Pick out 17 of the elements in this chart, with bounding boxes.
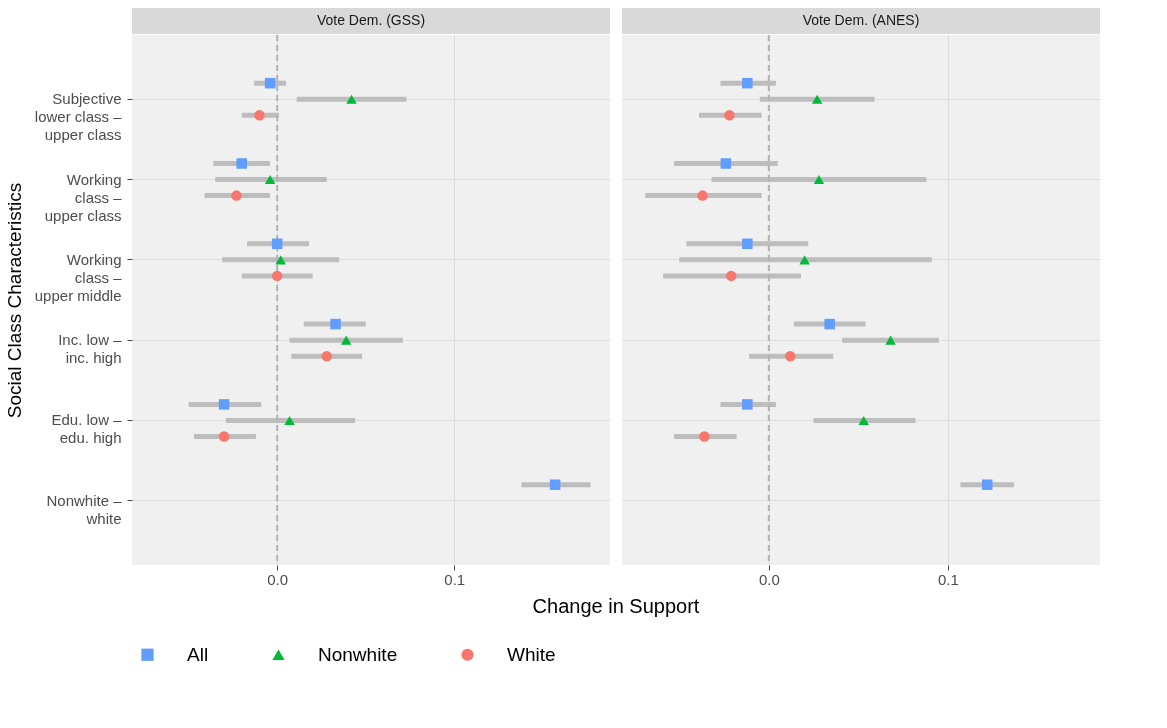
chart-title: Vote Dem. (ANES) — [802, 12, 920, 28]
y-axis-title: Social Class Characteristics — [3, 182, 25, 419]
legend-label: All — [187, 643, 209, 665]
y-tick-label: Subjective lower class – upper class — [34, 90, 123, 144]
chart-title: Vote Dem. (GSS) — [316, 12, 426, 28]
y-tick-label: Working class – upper middle — [34, 250, 123, 304]
y-tick-label: Inc. low – inc. high — [58, 331, 123, 367]
legend-label: White — [507, 643, 556, 665]
legend-label: Nonwhite — [318, 643, 398, 665]
y-tick-label: Edu. low – edu. high — [51, 411, 123, 447]
x-tick-label: 0.1 — [444, 570, 466, 588]
x-tick-label: 0.0 — [267, 570, 289, 588]
x-tick-label: 0.1 — [937, 570, 959, 588]
y-tick-label: Working class – upper class — [44, 170, 123, 224]
x-axis-title: Change in Support — [532, 595, 700, 617]
x-tick-label: 0.0 — [758, 570, 780, 588]
y-tick-label: Nonwhite – white — [46, 491, 123, 527]
